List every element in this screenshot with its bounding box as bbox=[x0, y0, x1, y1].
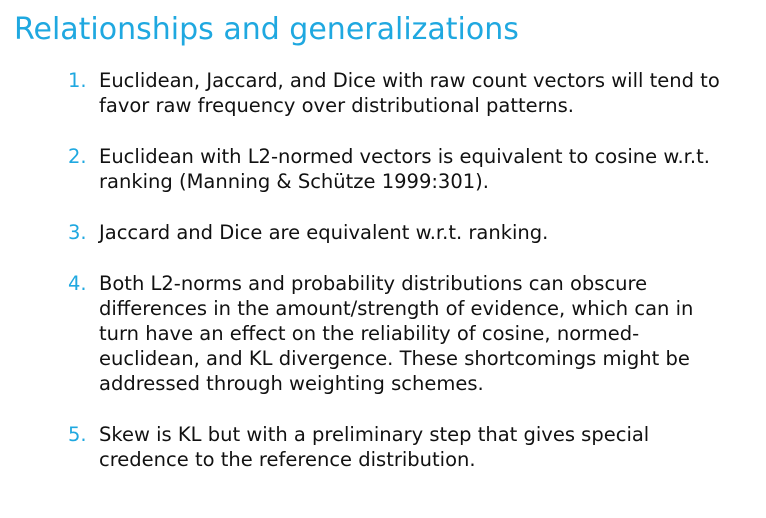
list-item: 3. Jaccard and Dice are equivalent w.r.t… bbox=[68, 220, 728, 245]
list-item: 1. Euclidean, Jaccard, and Dice with raw… bbox=[68, 68, 728, 118]
list-item: 5. Skew is KL but with a preliminary ste… bbox=[68, 422, 728, 472]
list-item-number: 4. bbox=[68, 272, 87, 295]
list-item-text: Euclidean with L2-normed vectors is equi… bbox=[99, 145, 710, 193]
list-item-number: 3. bbox=[68, 221, 87, 244]
numbered-list: 1. Euclidean, Jaccard, and Dice with raw… bbox=[68, 68, 728, 472]
slide-title: Relationships and generalizations bbox=[14, 12, 519, 47]
list-item-number: 2. bbox=[68, 145, 87, 168]
list-item-text: Euclidean, Jaccard, and Dice with raw co… bbox=[99, 69, 720, 117]
list-item: 4. Both L2-norms and probability distrib… bbox=[68, 271, 728, 396]
list-item: 2. Euclidean with L2-normed vectors is e… bbox=[68, 144, 728, 194]
list-item-text: Skew is KL but with a preliminary step t… bbox=[99, 423, 650, 471]
list-item-number: 1. bbox=[68, 69, 87, 92]
list-item-number: 5. bbox=[68, 423, 87, 446]
list-item-text: Both L2-norms and probability distributi… bbox=[99, 272, 694, 395]
list-item-text: Jaccard and Dice are equivalent w.r.t. r… bbox=[99, 221, 549, 244]
